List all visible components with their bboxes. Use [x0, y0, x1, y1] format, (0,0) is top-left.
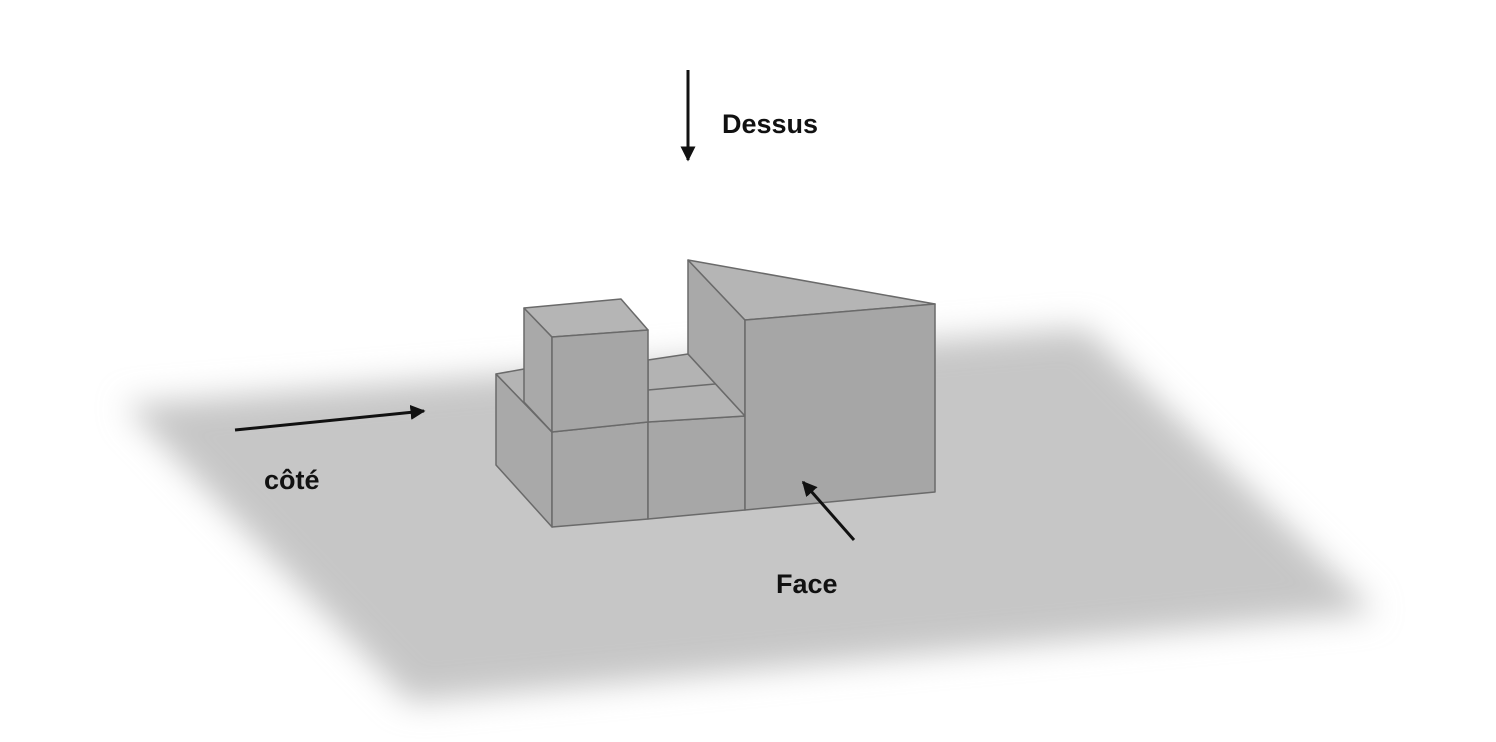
front-view-indicator: Face — [776, 480, 856, 599]
top-view-label: Dessus — [722, 109, 818, 139]
side-view-label: côté — [264, 465, 320, 495]
3d-object — [495, 259, 936, 528]
side-view-arrow — [234, 404, 426, 432]
middle-step-divider — [647, 383, 716, 391]
front-view-arrow — [801, 480, 856, 541]
front-lower-left-face — [551, 421, 649, 528]
tall-cube-front-face — [551, 329, 649, 433]
right-block-front-face — [744, 303, 936, 511]
front-view-label: Face — [776, 569, 838, 599]
top-view-indicator: Dessus — [680, 70, 818, 162]
side-view-indicator: côté — [234, 404, 426, 495]
front-lower-middle-face — [647, 415, 746, 520]
ground-plane — [125, 328, 1375, 702]
